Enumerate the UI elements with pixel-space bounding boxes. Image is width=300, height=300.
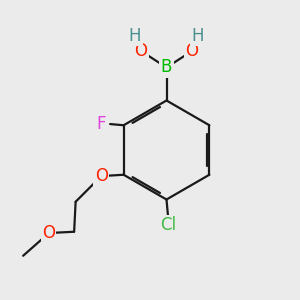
Text: O: O — [94, 167, 108, 185]
Text: O: O — [185, 42, 199, 60]
Text: Cl: Cl — [160, 216, 176, 234]
Text: O: O — [134, 42, 148, 60]
Text: F: F — [96, 115, 106, 133]
Text: H: H — [192, 27, 204, 45]
Text: H: H — [129, 27, 141, 45]
Text: O: O — [42, 224, 55, 242]
Text: B: B — [161, 58, 172, 76]
